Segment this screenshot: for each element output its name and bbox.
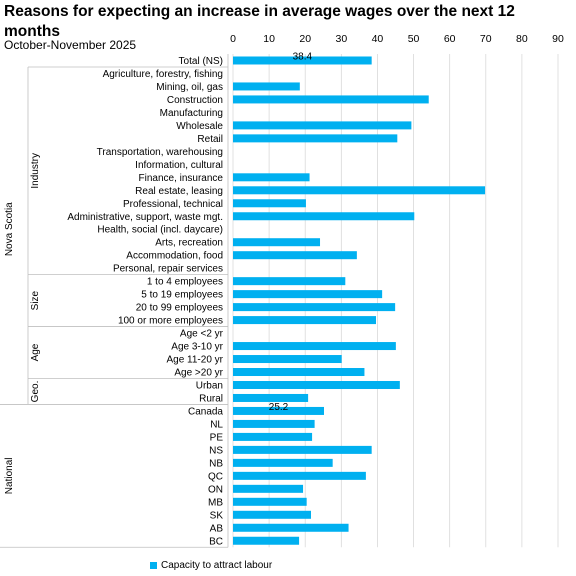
- bar: [233, 290, 383, 299]
- bar: [233, 186, 486, 195]
- group-label: Nova Scotia: [4, 202, 15, 256]
- bar: [233, 510, 311, 519]
- category-label: MB: [208, 497, 223, 508]
- category-label: Urban: [196, 380, 223, 391]
- category-label: Finance, insurance: [139, 173, 224, 184]
- bar: [233, 173, 310, 182]
- legend-label: Capacity to attract labour: [161, 560, 273, 571]
- bar: [233, 316, 376, 325]
- chart-title: Reasons for expecting an increase in ave…: [4, 3, 515, 40]
- subgroup-label: Age: [30, 343, 41, 361]
- category-label: Administrative, support, waste mgt.: [67, 212, 223, 223]
- bar: [233, 406, 324, 415]
- bar: [233, 342, 396, 351]
- bar: [233, 355, 342, 364]
- x-tick-label: 0: [230, 33, 236, 45]
- bar: [233, 56, 372, 65]
- bar: [233, 419, 315, 428]
- bar: [233, 458, 333, 467]
- x-tick-label: 20: [299, 33, 311, 45]
- data-label: 25.2: [269, 402, 289, 413]
- category-label: Construction: [167, 95, 223, 106]
- x-tick-label: 50: [408, 33, 420, 45]
- bar: [233, 277, 346, 286]
- x-tick-label: 70: [480, 33, 492, 45]
- subgroup-label: Industry: [30, 153, 41, 189]
- bar: [233, 536, 300, 545]
- bar: [233, 199, 306, 208]
- category-label: Health, social (incl. daycare): [97, 225, 223, 236]
- category-label: NS: [209, 445, 223, 456]
- category-label: Information, cultural: [135, 160, 223, 171]
- x-tick-label: 60: [444, 33, 456, 45]
- bar: [233, 95, 429, 104]
- category-label: Age <2 yr: [180, 329, 224, 340]
- category-label: PE: [210, 432, 224, 443]
- bar: [233, 134, 398, 143]
- category-label: Canada: [188, 406, 223, 417]
- bar: [233, 82, 300, 91]
- x-tick-label: 40: [372, 33, 384, 45]
- subgroup-label: Geo.: [30, 381, 41, 403]
- category-label: QC: [208, 471, 223, 482]
- bar: [233, 393, 309, 402]
- category-label: Age 3-10 yr: [171, 342, 223, 353]
- category-label: ON: [208, 484, 223, 495]
- category-label: 100 or more employees: [118, 316, 223, 327]
- category-label: Total (NS): [179, 56, 223, 67]
- category-label: Agriculture, forestry, fishing: [103, 69, 223, 80]
- category-label: AB: [210, 523, 224, 534]
- bar: [233, 484, 304, 493]
- category-label: Age >20 yr: [174, 368, 223, 379]
- bar: [233, 303, 396, 312]
- chart-subtitle: October-November 2025: [4, 38, 137, 52]
- category-label: Real estate, leasing: [135, 186, 223, 197]
- category-label: 20 to 99 employees: [136, 303, 223, 314]
- bar: [233, 251, 357, 260]
- group-label: National: [4, 457, 15, 494]
- category-label: Mining, oil, gas: [156, 82, 223, 93]
- category-label: Accommodation, food: [126, 251, 223, 262]
- category-label: Manufacturing: [160, 108, 223, 119]
- category-label: Transportation, warehousing: [97, 147, 223, 158]
- bar: [233, 368, 365, 377]
- category-label: 1 to 4 employees: [147, 277, 223, 288]
- x-tick-label: 10: [263, 33, 275, 45]
- category-label: NB: [209, 458, 223, 469]
- bar: [233, 445, 372, 454]
- category-label: SK: [210, 510, 224, 521]
- x-tick-label: 30: [335, 33, 347, 45]
- bar: [233, 432, 313, 441]
- x-tick-label: 80: [516, 33, 528, 45]
- category-label: Rural: [199, 393, 223, 404]
- bar: [233, 121, 412, 130]
- category-label: Wholesale: [176, 121, 223, 132]
- category-label: BC: [209, 536, 223, 547]
- bar: [233, 380, 400, 389]
- subgroup-label: Size: [30, 290, 41, 310]
- category-label: Professional, technical: [123, 199, 223, 210]
- category-label: Arts, recreation: [155, 238, 223, 249]
- legend-swatch: [150, 562, 157, 569]
- legend: Capacity to attract labour: [150, 560, 272, 571]
- bar: [233, 471, 366, 480]
- bar: [233, 212, 415, 221]
- category-label: 5 to 19 employees: [141, 290, 223, 301]
- category-label: Personal, repair services: [113, 264, 223, 275]
- category-label: Retail: [197, 134, 223, 145]
- x-tick-label: 90: [552, 33, 564, 45]
- category-label: Age 11-20 yr: [166, 355, 223, 366]
- bar: [233, 238, 321, 247]
- category-label: NL: [210, 419, 223, 430]
- data-label: 38.4: [293, 51, 313, 62]
- bar: [233, 523, 349, 532]
- bar: [233, 497, 307, 506]
